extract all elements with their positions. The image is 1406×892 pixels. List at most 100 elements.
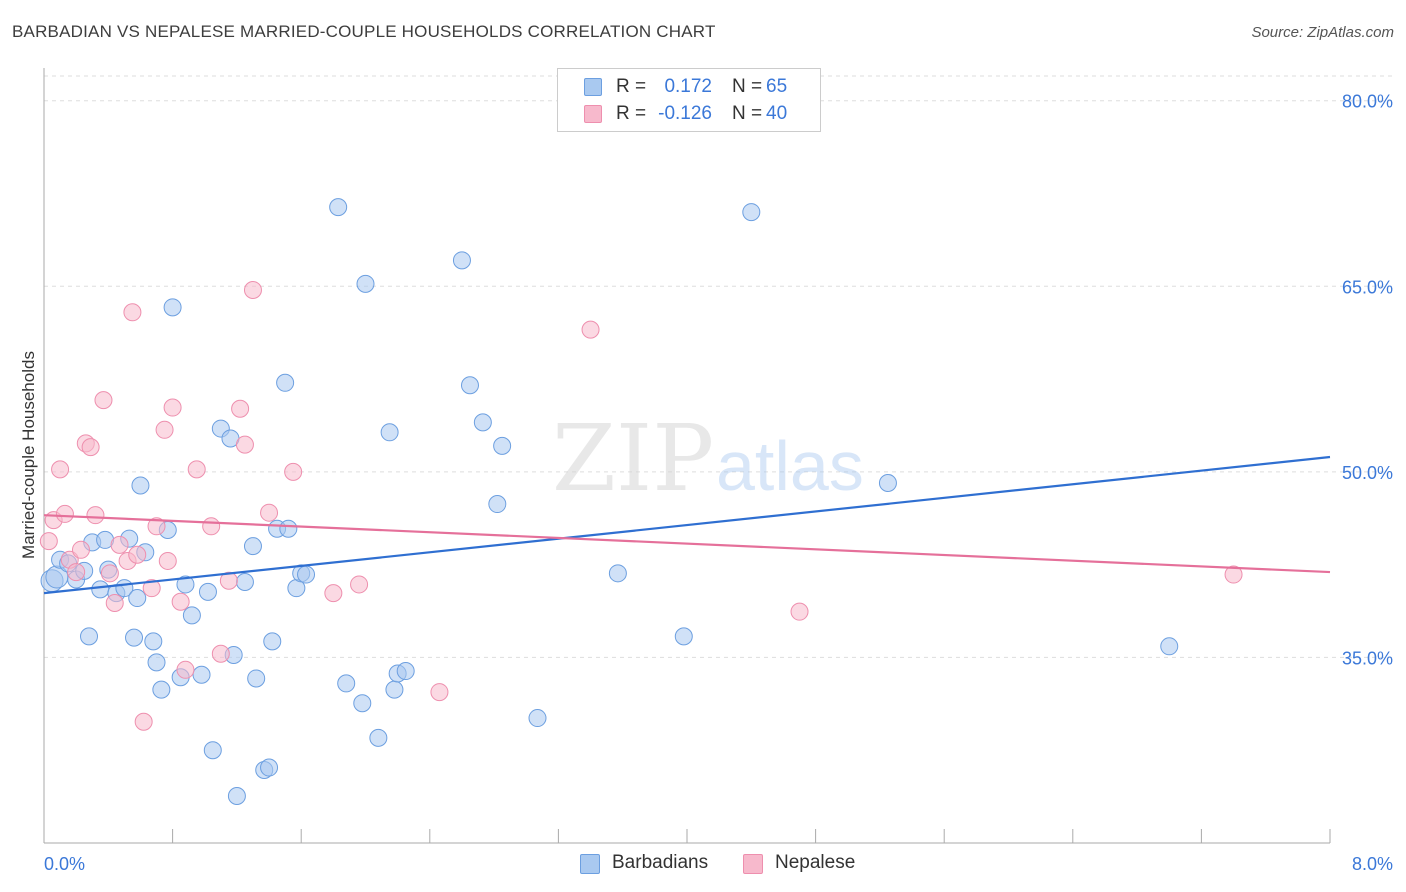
barbadians-point [674, 627, 693, 646]
y-tick-labels: 35.0% 50.0% 65.0% 80.0% [1342, 92, 1393, 669]
chart-title: BARBADIAN VS NEPALESE MARRIED-COUPLE HOU… [12, 22, 716, 41]
barbadians-point [1160, 637, 1179, 656]
nepalese-point [430, 683, 449, 702]
barbadians-point [473, 413, 492, 432]
x-tick-labels: 0.0% 8.0% [44, 854, 1393, 874]
barbadians-point [878, 474, 897, 493]
nepalese-point [155, 420, 174, 439]
barbadians-point [380, 423, 399, 442]
nepalese-point [158, 551, 177, 570]
trend-lines [43, 455, 1331, 595]
barbadians-point [528, 709, 547, 728]
barbadians-point [147, 653, 166, 672]
barbadians-point [460, 376, 479, 395]
barbadians-point [192, 665, 211, 684]
nepalese-point [581, 320, 600, 339]
nepalese-point [231, 399, 250, 418]
nepalese-point [100, 564, 119, 583]
barbadians-point [608, 564, 627, 583]
legend-row-nepalese: R = -0.126 N = 40 [558, 101, 818, 127]
y-axis-title: Married-couple Households [19, 351, 38, 559]
nepalese-legend-label: Nepalese [775, 852, 856, 873]
barbadians-point [235, 572, 254, 591]
n-value: 40 [766, 103, 788, 124]
barbadians-point [144, 632, 163, 651]
x-tick-label-max: 8.0% [1352, 854, 1393, 874]
barbadians-point [203, 741, 222, 760]
nepalese-point [284, 462, 303, 481]
barbadians-point [369, 728, 388, 747]
barbadians-point [276, 373, 295, 392]
n-value: 65 [766, 76, 788, 97]
barbadians-point [263, 632, 282, 651]
nepalese-point [211, 644, 230, 663]
nepalese-point [202, 517, 221, 536]
r-label: R = [616, 76, 647, 97]
barbadians-point [131, 476, 150, 495]
y-tick-label: 50.0% [1342, 463, 1393, 483]
y-tick-label: 65.0% [1342, 277, 1393, 297]
y-tick-label: 35.0% [1342, 648, 1393, 668]
watermark-zip: ZIP [552, 405, 714, 512]
barbadians-point [163, 298, 182, 317]
barbadians-point [279, 519, 298, 538]
barbadians-point [176, 575, 195, 594]
nepalese-point [86, 506, 105, 525]
watermark: ZIP atlas [552, 405, 864, 512]
barbadians-point [329, 198, 348, 217]
nepalese-point [71, 540, 90, 559]
source-label: Source: ZipAtlas.com [1251, 24, 1394, 41]
legend-row-barbadians: R = 0.172 N = 65 [558, 74, 818, 100]
nepalese-point [163, 398, 182, 417]
nepalese-point [260, 503, 279, 522]
barbadians-point [452, 251, 471, 270]
nepalese-point [176, 660, 195, 679]
nepalese-point [187, 460, 206, 479]
barbadians-point [247, 669, 266, 688]
nepalese-point [235, 435, 254, 454]
barbadians-point [742, 203, 761, 222]
barbadians-point [396, 662, 415, 681]
nepalese-points [39, 281, 1243, 731]
barbadians-swatch [584, 78, 602, 96]
barbadians-trend-line [43, 455, 1331, 595]
barbadians-legend-label: Barbadians [612, 852, 709, 873]
y-tick-label: 80.0% [1342, 92, 1393, 112]
nepalese-point [142, 579, 161, 598]
barbadians-point [337, 674, 356, 693]
nepalese-point [790, 602, 809, 621]
barbadians-point [297, 565, 316, 584]
barbadians-point [227, 786, 246, 805]
barbadians-point [493, 436, 512, 455]
r-label: R = [616, 103, 647, 124]
barbadians-point [125, 628, 144, 647]
barbadians-point [198, 582, 217, 601]
barbadians-point [356, 274, 375, 293]
grid-lines [44, 75, 1392, 658]
nepalese-point [39, 532, 58, 551]
nepalese-point [105, 594, 124, 613]
nepalese-point [134, 712, 153, 731]
nepalese-point [147, 517, 166, 536]
nepalese-point [51, 460, 70, 479]
barbadians-point [152, 680, 171, 699]
nepalese-trend-line [43, 514, 1331, 574]
x-tick-label-min: 0.0% [44, 854, 85, 874]
n-label: N = [732, 103, 763, 124]
nepalese-point [243, 281, 262, 300]
axes [43, 68, 1331, 844]
nepalese-point [123, 303, 142, 322]
barbadians-point [260, 758, 279, 777]
r-value: -0.126 [658, 103, 712, 124]
barbadians-point [128, 589, 147, 608]
nepalese-point [55, 504, 74, 523]
nepalese-point [110, 535, 129, 554]
barbadians-point [91, 580, 110, 599]
nepalese-point [94, 391, 113, 410]
barbadians-point [488, 495, 507, 514]
nepalese-point [171, 592, 190, 611]
barbadians-point [353, 694, 372, 713]
nepalese-point [1224, 565, 1243, 584]
nepalese-swatch [584, 105, 602, 123]
